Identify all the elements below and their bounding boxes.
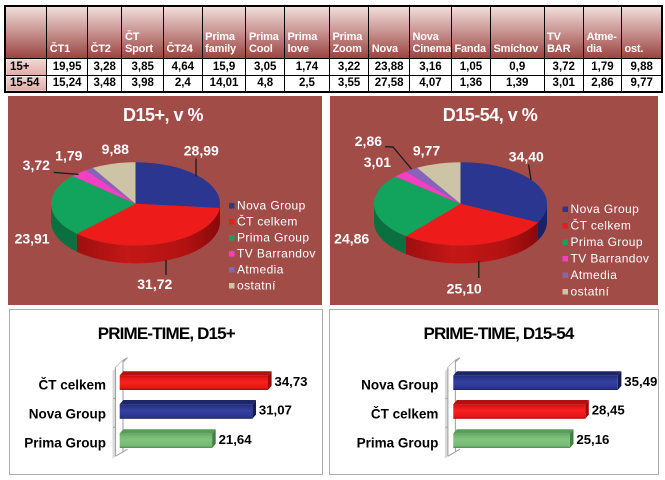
svg-text:34,73: 34,73 bbox=[275, 374, 308, 389]
svg-text:Atmedia: Atmedia bbox=[571, 268, 618, 282]
svg-text:Prima Group: Prima Group bbox=[357, 436, 439, 451]
svg-text:9,77: 9,77 bbox=[413, 143, 440, 159]
svg-text:ČT celkem: ČT celkem bbox=[237, 214, 298, 229]
svg-text:Atmedia: Atmedia bbox=[237, 263, 284, 277]
svg-text:35,49: 35,49 bbox=[624, 374, 657, 389]
svg-text:Nova Group: Nova Group bbox=[237, 199, 306, 213]
svg-text:28,99: 28,99 bbox=[184, 143, 219, 159]
svg-text:Nova Group: Nova Group bbox=[361, 378, 438, 393]
svg-text:31,72: 31,72 bbox=[137, 276, 172, 292]
svg-text:ČT celkem: ČT celkem bbox=[571, 218, 632, 233]
svg-text:Nova Group: Nova Group bbox=[29, 406, 106, 421]
svg-text:2,86: 2,86 bbox=[355, 133, 382, 149]
svg-text:D15+, v %: D15+, v % bbox=[123, 105, 204, 125]
svg-text:34,40: 34,40 bbox=[509, 149, 544, 165]
svg-text:25,16: 25,16 bbox=[576, 432, 609, 447]
svg-text:9,88: 9,88 bbox=[102, 141, 129, 157]
svg-text:3,72: 3,72 bbox=[23, 157, 50, 173]
svg-text:ostatní: ostatní bbox=[237, 279, 276, 293]
svg-text:21,64: 21,64 bbox=[219, 432, 253, 447]
svg-text:Prima Group: Prima Group bbox=[571, 235, 643, 249]
svg-text:ČT celkem: ČT celkem bbox=[371, 406, 439, 421]
svg-text:TV Barrandov: TV Barrandov bbox=[237, 247, 316, 261]
svg-text:25,10: 25,10 bbox=[447, 281, 482, 297]
svg-text:1,79: 1,79 bbox=[55, 148, 82, 164]
svg-text:31,07: 31,07 bbox=[259, 403, 292, 418]
svg-text:28,45: 28,45 bbox=[592, 403, 625, 418]
svg-text:Nova Group: Nova Group bbox=[571, 202, 640, 216]
svg-text:PRIME-TIME, D15+: PRIME-TIME, D15+ bbox=[98, 324, 236, 343]
svg-text:ČT celkem: ČT celkem bbox=[38, 378, 106, 393]
svg-text:ostatní: ostatní bbox=[571, 285, 610, 299]
svg-text:Prima Group: Prima Group bbox=[24, 436, 106, 451]
svg-text:TV Barrandov: TV Barrandov bbox=[571, 252, 650, 266]
svg-text:3,01: 3,01 bbox=[364, 154, 391, 170]
svg-text:D15-54, v %: D15-54, v % bbox=[443, 105, 538, 125]
svg-text:Prima Group: Prima Group bbox=[237, 231, 309, 245]
svg-text:23,91: 23,91 bbox=[15, 231, 50, 247]
svg-text:24,86: 24,86 bbox=[334, 231, 369, 247]
svg-text:PRIME-TIME, D15-54: PRIME-TIME, D15-54 bbox=[423, 324, 574, 343]
